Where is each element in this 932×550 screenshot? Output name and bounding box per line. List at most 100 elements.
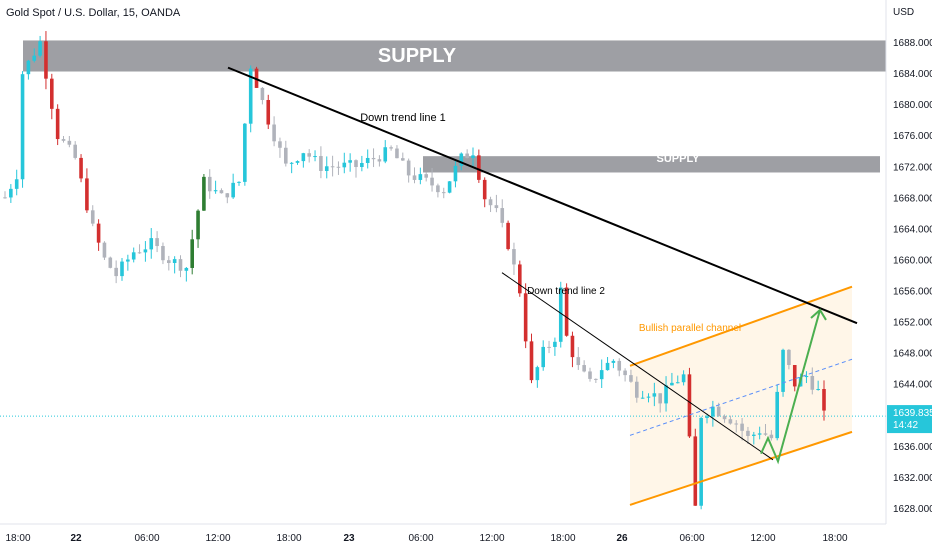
candle-body-78 — [459, 153, 464, 166]
candle-body-32 — [190, 239, 194, 268]
candle-body-25 — [149, 238, 154, 250]
candle-body-3 — [20, 74, 25, 180]
supply-label-1: SUPPLY — [378, 45, 457, 67]
candle-body-65 — [383, 147, 388, 162]
candle-body-55 — [324, 166, 329, 171]
x-tick-12: 18:00 — [822, 533, 847, 544]
candle-body-93 — [547, 346, 551, 348]
candle-body-8 — [50, 78, 54, 109]
candle-body-103 — [605, 362, 610, 371]
candle-body-116 — [681, 374, 686, 383]
candle-body-129 — [757, 433, 762, 435]
candle-body-71 — [418, 174, 423, 180]
candle-body-52 — [307, 153, 311, 157]
channel-lower-line[interactable] — [629, 430, 853, 506]
candle-body-61 — [360, 162, 364, 168]
candle-body-87 — [512, 249, 516, 265]
trend-line-2[interactable] — [501, 272, 774, 461]
candle-body-105 — [617, 360, 622, 371]
y-tick-8: 1656.000 — [893, 287, 932, 298]
candle-body-125 — [734, 423, 739, 425]
candle-body-23 — [137, 252, 142, 254]
candle-body-134 — [787, 349, 791, 366]
candle-body-130 — [763, 433, 768, 435]
candle-body-138 — [810, 376, 815, 390]
x-tick-1: 22 — [70, 533, 82, 544]
candle-body-47 — [278, 141, 282, 148]
y-tick-5: 1668.000 — [893, 193, 932, 204]
candle-body-92 — [541, 346, 545, 368]
candle-body-140 — [822, 389, 826, 411]
candle-body-108 — [635, 381, 639, 398]
drawings[interactable] — [227, 66, 858, 506]
candle-body-16 — [96, 223, 101, 243]
candle-body-2 — [14, 179, 19, 189]
supply-zone-1[interactable] — [23, 40, 886, 72]
trend-line-1[interactable] — [227, 66, 858, 325]
candles — [3, 31, 826, 510]
candle-body-15 — [90, 210, 95, 224]
candle-body-64 — [377, 159, 382, 162]
y-tick-12: 1636.000 — [893, 442, 932, 453]
time-axis[interactable] — [0, 524, 932, 550]
candle-body-57 — [336, 166, 341, 168]
candle-body-26 — [155, 238, 159, 247]
candle-body-119 — [699, 417, 703, 506]
candle-body-38 — [225, 193, 230, 198]
candle-body-37 — [219, 190, 224, 194]
candle-body-75 — [441, 192, 446, 194]
candle-body-13 — [79, 157, 83, 179]
candle-body-45 — [266, 100, 271, 125]
candle-body-83 — [488, 199, 493, 206]
x-tick-9: 26 — [616, 533, 628, 544]
candle-body-104 — [611, 360, 616, 363]
candle-body-28 — [167, 260, 171, 264]
candle-body-54 — [319, 156, 323, 171]
candle-body-68 — [401, 158, 405, 161]
candle-body-126 — [740, 423, 744, 431]
candle-body-58 — [342, 162, 347, 168]
currency-label: USD — [893, 7, 914, 18]
candle-body-111 — [652, 393, 657, 397]
candle-body-59 — [348, 160, 352, 163]
candle-body-100 — [588, 371, 592, 379]
candle-body-135 — [792, 365, 797, 387]
candle-body-30 — [178, 259, 183, 271]
candle-body-11 — [67, 140, 72, 145]
candle-body-31 — [184, 267, 189, 271]
candle-body-49 — [289, 162, 294, 164]
candle-body-137 — [804, 376, 809, 378]
candle-body-50 — [295, 161, 300, 163]
candle-body-53 — [313, 156, 317, 158]
candle-body-133 — [781, 349, 785, 392]
trend-line-2-label: Down trend line 2 — [527, 286, 605, 297]
y-tick-11: 1644.000 — [893, 380, 932, 391]
candle-body-36 — [213, 190, 218, 192]
channel-upper-line[interactable] — [629, 285, 853, 367]
candle-body-70 — [412, 175, 417, 180]
candle-body-121 — [711, 406, 715, 417]
candle-body-24 — [143, 249, 148, 253]
y-tick-3: 1676.000 — [893, 131, 932, 142]
candle-body-33 — [196, 210, 200, 240]
candle-body-88 — [518, 264, 522, 294]
candle-body-29 — [172, 259, 177, 264]
x-tick-2: 06:00 — [134, 533, 159, 544]
candle-body-110 — [646, 396, 651, 398]
price-axis[interactable] — [886, 0, 932, 524]
candle-body-48 — [284, 147, 288, 164]
candle-body-19 — [114, 267, 118, 277]
candle-body-131 — [769, 434, 774, 439]
supply-zone-2[interactable] — [423, 156, 880, 173]
candle-body-86 — [506, 222, 510, 250]
y-tick-6: 1664.000 — [893, 224, 932, 235]
y-tick-14: 1628.000 — [893, 504, 932, 515]
x-tick-4: 18:00 — [276, 533, 301, 544]
x-tick-5: 23 — [343, 533, 355, 544]
candle-body-69 — [406, 160, 411, 176]
candle-body-41 — [243, 123, 247, 182]
badge-countdown: 14:42 — [893, 420, 918, 431]
candle-body-7 — [44, 41, 48, 79]
projection-path[interactable] — [760, 309, 821, 465]
